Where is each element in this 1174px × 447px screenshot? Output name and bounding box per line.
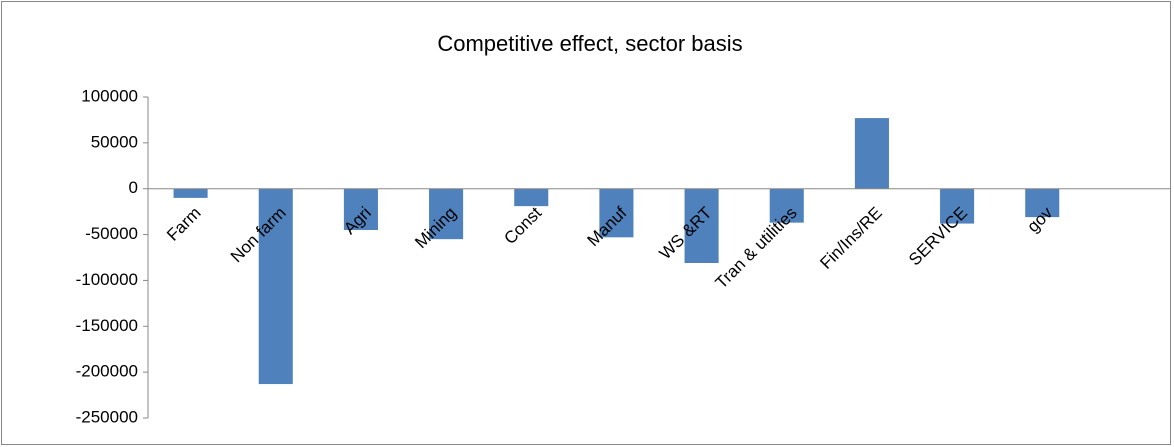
y-tick-label: -50000 [85, 224, 138, 243]
bar [343, 188, 378, 230]
y-tick-label: -250000 [76, 407, 138, 426]
y-tick-label: -150000 [76, 316, 138, 335]
bar [940, 188, 975, 224]
bar [1025, 188, 1060, 218]
bar [684, 188, 719, 264]
bar [429, 188, 464, 240]
y-tick-label: -100000 [76, 270, 138, 289]
y-tick-label: 100000 [81, 86, 138, 105]
chart-title: Competitive effect, sector basis [437, 31, 742, 56]
bar [173, 188, 208, 198]
bar [514, 188, 549, 207]
bar [769, 188, 804, 223]
y-tick-label: 50000 [91, 132, 138, 151]
y-tick-label: -200000 [76, 362, 138, 381]
bar [854, 118, 889, 189]
y-tick-label: 0 [129, 178, 138, 197]
bar [258, 188, 293, 385]
bar [599, 188, 634, 238]
